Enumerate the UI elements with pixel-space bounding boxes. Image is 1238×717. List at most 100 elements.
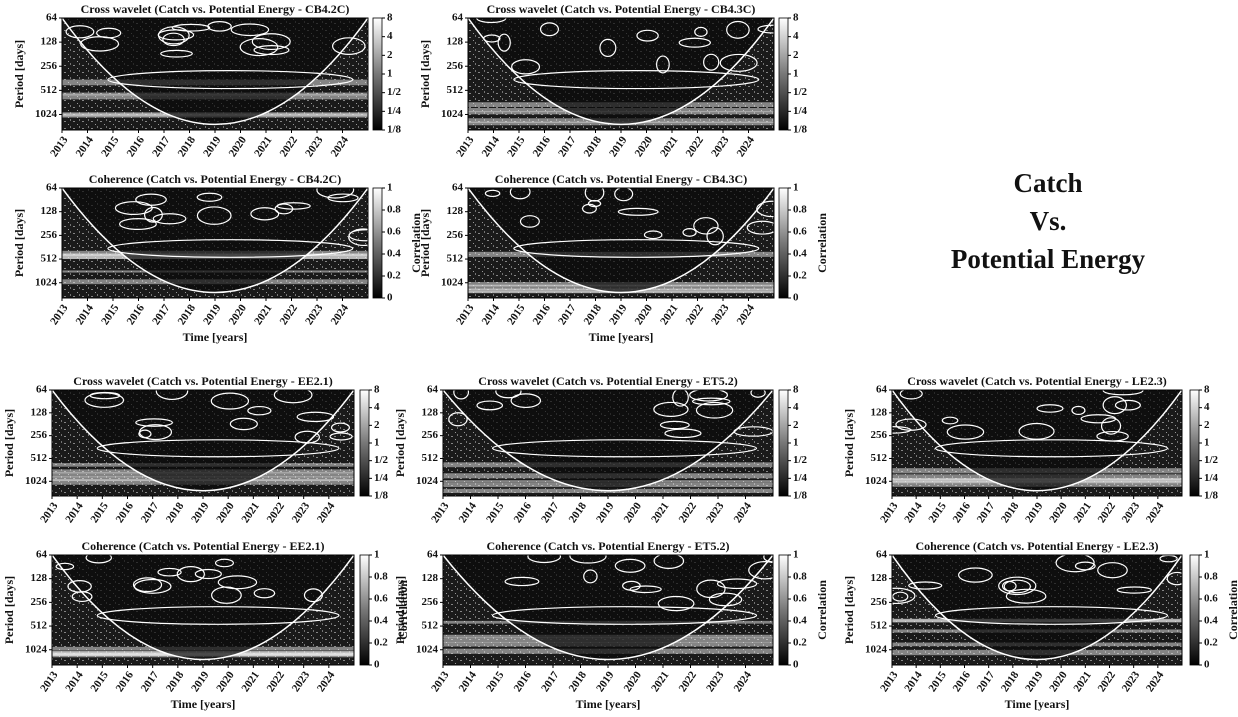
x-tick-label: 2021 (1071, 669, 1093, 694)
y-tick-label: 512 (422, 620, 439, 632)
x-tick-label: 2014 (63, 669, 86, 694)
colorbar-tick-label: 1/4 (1204, 472, 1219, 484)
x-axis-label: Time [years] (1005, 697, 1070, 711)
y-tick-label: 64 (452, 182, 464, 194)
colorbar-tick-label: 1 (1204, 549, 1210, 561)
x-tick-label: 2019 (201, 134, 224, 159)
y-tick-label: 128 (871, 572, 888, 584)
y-axis-label: Period [days] (12, 40, 26, 108)
heatmap (62, 18, 368, 130)
colorbar-tick-label: 8 (793, 384, 799, 396)
x-tick-label: 2015 (505, 134, 528, 159)
x-tick-label: 2013 (429, 500, 452, 525)
x-tick-label: 2022 (677, 669, 700, 694)
colorbar-tick-label: 0 (387, 292, 393, 304)
x-tick-label: 2015 (99, 134, 122, 159)
y-tick-label: 64 (876, 384, 888, 396)
y-tick-label: 1024 (25, 475, 48, 487)
x-tick-label: 2018 (164, 500, 187, 525)
colorbar (1190, 390, 1199, 496)
panel: Coherence (Catch vs. Potential Energy - … (2, 539, 410, 711)
colorbar (779, 390, 788, 496)
y-tick-label: 64 (427, 549, 439, 561)
x-tick-label: 2016 (531, 302, 554, 327)
colorbar-tick-label: 1/4 (793, 105, 808, 117)
chart-title: Cross wavelet (Catch vs. Potential Energ… (81, 2, 350, 16)
x-tick-label: 2020 (227, 302, 250, 327)
chart-title: Coherence (Catch vs. Potential Energy - … (81, 539, 324, 553)
x-tick-label: 2018 (999, 669, 1022, 694)
x-axis-label: Time [years] (576, 697, 641, 711)
panel: Cross wavelet (Catch vs. Potential Energ… (418, 2, 808, 159)
annotation: Vs. (1030, 206, 1067, 236)
heatmap (874, 386, 1182, 496)
x-tick-label: 2021 (239, 500, 261, 525)
heatmap (62, 182, 382, 298)
x-tick-label: 2020 (227, 134, 250, 159)
x-tick-label: 2016 (125, 302, 148, 327)
colorbar (779, 555, 788, 665)
y-axis-label: Period [days] (393, 576, 407, 644)
x-tick-label: 2020 (622, 500, 645, 525)
y-tick-label: 64 (427, 384, 439, 396)
x-tick-label: 2024 (329, 302, 352, 327)
x-tick-label: 2013 (48, 134, 71, 159)
x-tick-label: 2017 (139, 669, 162, 694)
x-tick-label: 2021 (252, 302, 274, 327)
colorbar-tick-label: 1/8 (1204, 490, 1219, 502)
colorbar-tick-label: 0.4 (374, 615, 388, 627)
y-tick-label: 256 (31, 596, 48, 608)
colorbar-tick-label: 1/8 (387, 124, 402, 136)
x-tick-label: 2016 (951, 500, 974, 525)
colorbar-tick-label: 0.8 (387, 204, 401, 216)
x-tick-label: 2017 (139, 500, 162, 525)
x-tick-label: 2020 (633, 134, 656, 159)
x-tick-label: 2014 (74, 134, 97, 159)
x-tick-label: 2013 (878, 669, 901, 694)
y-axis-label: Period [days] (418, 209, 432, 277)
colorbar-tick-label: 0.6 (793, 593, 807, 605)
x-tick-label: 2019 (607, 134, 630, 159)
x-tick-label: 2018 (176, 302, 199, 327)
colorbar-tick-label: 0.2 (793, 637, 807, 649)
panel: Coherence (Catch vs. Potential Energy - … (418, 172, 829, 344)
colorbar-tick-label: 1/8 (374, 490, 389, 502)
x-tick-label: 2022 (278, 302, 301, 327)
x-tick-label: 2023 (1120, 500, 1143, 525)
x-tick-label: 2021 (658, 134, 680, 159)
chart-title: Coherence (Catch vs. Potential Energy - … (486, 539, 729, 553)
chart-title: Coherence (Catch vs. Potential Energy - … (915, 539, 1158, 553)
x-tick-label: 2016 (512, 669, 535, 694)
heatmap (443, 385, 773, 496)
y-tick-label: 512 (447, 84, 464, 96)
chart-title: Coherence (Catch vs. Potential Energy - … (89, 172, 341, 186)
chart-title: Cross wavelet (Catch vs. Potential Energ… (73, 374, 332, 388)
x-tick-label: 2013 (38, 500, 61, 525)
x-tick-label: 2024 (315, 500, 338, 525)
y-tick-label: 64 (452, 12, 464, 24)
x-tick-label: 2014 (457, 669, 480, 694)
colorbar-tick-label: 1/4 (793, 472, 808, 484)
x-tick-label: 2024 (1144, 669, 1167, 694)
heatmap (52, 552, 354, 665)
x-tick-label: 2018 (567, 669, 590, 694)
x-tick-label: 2021 (1071, 500, 1093, 525)
x-tick-label: 2018 (176, 134, 199, 159)
colorbar-tick-label: 8 (374, 384, 380, 396)
chart-title: Cross wavelet (Catch vs. Potential Energ… (487, 2, 756, 16)
x-tick-label: 2021 (239, 669, 261, 694)
x-tick-label: 2022 (1096, 500, 1119, 525)
colorbar-tick-label: 0.8 (793, 204, 807, 216)
x-tick-label: 2018 (164, 669, 187, 694)
x-tick-label: 2018 (567, 500, 590, 525)
y-tick-label: 1024 (35, 108, 58, 120)
x-tick-label: 2022 (265, 500, 288, 525)
panel: Cross wavelet (Catch vs. Potential Energ… (393, 374, 808, 525)
colorbar-label: Correlation (815, 580, 829, 640)
x-tick-label: 2016 (114, 669, 137, 694)
colorbar-tick-label: 2 (1204, 419, 1210, 431)
y-tick-label: 512 (871, 452, 888, 464)
x-tick-label: 2013 (429, 669, 452, 694)
colorbar-tick-label: 0.4 (793, 615, 807, 627)
x-tick-label: 2023 (704, 669, 727, 694)
